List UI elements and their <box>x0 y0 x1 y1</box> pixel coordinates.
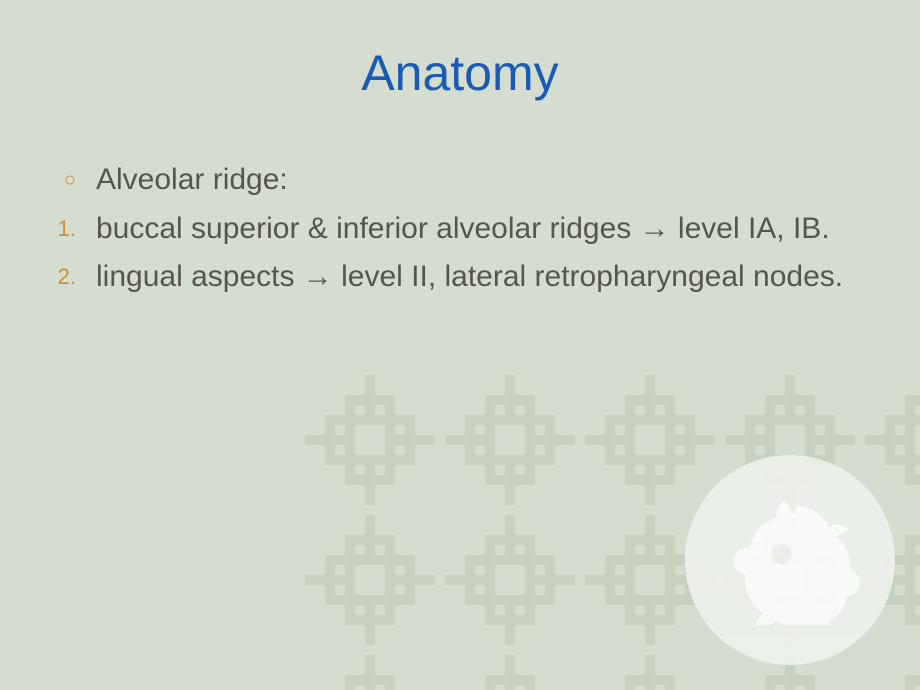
list-item-text: lingual aspects → level II, lateral retr… <box>96 257 880 298</box>
bullet-marker-number: 1. <box>40 209 96 249</box>
slide-container: Anatomy ○ Alveolar ridge: 1. buccal supe… <box>0 0 920 690</box>
dragon-icon <box>715 495 865 625</box>
bullet-marker-number: 2. <box>40 257 96 297</box>
list-item: 1. buccal superior & inferior alveolar r… <box>40 209 880 250</box>
emblem-circle <box>685 455 895 665</box>
slide-title: Anatomy <box>0 44 920 102</box>
list-item: 2. lingual aspects → level II, lateral r… <box>40 257 880 298</box>
bullet-marker-circle: ○ <box>40 160 96 200</box>
list-item-text: Alveolar ridge: <box>96 160 880 201</box>
list-item: ○ Alveolar ridge: <box>40 160 880 201</box>
content-block: ○ Alveolar ridge: 1. buccal superior & i… <box>40 160 880 306</box>
list-item-text: buccal superior & inferior alveolar ridg… <box>96 209 880 250</box>
